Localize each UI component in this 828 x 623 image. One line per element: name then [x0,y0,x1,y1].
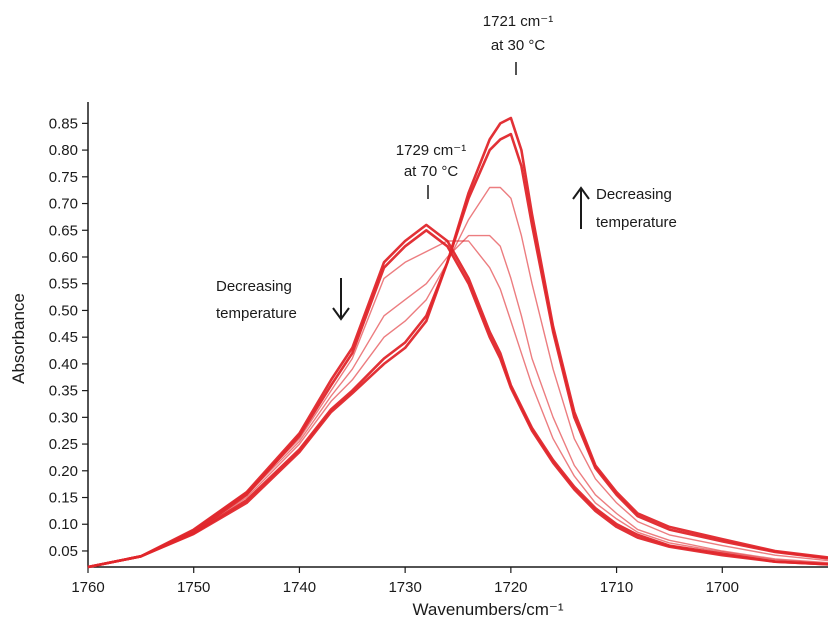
y-tick-label-3: 0.20 [49,463,78,480]
y-tick-label-6: 0.35 [49,383,78,400]
series-line-2 [87,240,828,568]
y-tick-label-11: 0.60 [49,249,78,266]
series-line-3 [87,234,828,568]
x-tick-label-5: 1710 [600,579,633,596]
x-tick-label-1: 1750 [177,579,210,596]
down-arrow-icon [332,278,350,321]
y-tick-label-16: 0.85 [49,115,78,132]
y-tick-label-14: 0.75 [49,169,78,186]
annotation-right-line2: temperature [596,214,677,231]
y-tick-label-9: 0.50 [49,302,78,319]
y-tick-label-15: 0.80 [49,142,78,159]
annotation-left-line2: temperature [216,305,297,322]
annotation-left-line1: Decreasing [216,278,292,295]
y-tick-label-1: 0.10 [49,516,78,533]
y-tick-label-2: 0.15 [49,490,78,507]
x-tick-label-3: 1730 [388,579,421,596]
annotation-right-line1: Decreasing [596,186,672,203]
x-tick-label-4: 1720 [494,579,527,596]
axes: 0.05 0.10 0.15 0.20 0.25 0.30 0.35 0.40 0.45 0.50… [9,102,828,619]
annotation-1729-line2: at 70 °C [404,163,459,180]
y-tick-label-7: 0.40 [49,356,78,373]
y-tick-label-12: 0.65 [49,222,78,239]
series-line-0 [87,223,828,569]
series-line-6 [87,116,828,569]
x-axis-title: Wavenumbers/cm⁻¹ [413,600,564,619]
series-line-4 [87,186,828,568]
annotation-1721-line1: 1721 cm⁻¹ [483,13,553,30]
x-tick-label-2: 1740 [283,579,316,596]
up-arrow-icon [572,186,590,229]
annotation-1721-line2: at 30 °C [491,37,546,54]
y-tick-label-13: 0.70 [49,196,78,213]
y-tick-label-8: 0.45 [49,329,78,346]
annotation-1729-line1: 1729 cm⁻¹ [396,142,466,159]
x-tick-label-6: 1700 [706,579,739,596]
x-tick-label-0: 1760 [71,579,104,596]
y-tick-label-0: 0.05 [49,543,78,560]
series-group [87,116,828,569]
y-axis-title: Absorbance [9,293,28,384]
y-tick-label-5: 0.30 [49,409,78,426]
y-tick-label-10: 0.55 [49,276,78,293]
series-line-1 [87,229,828,569]
y-tick-label-4: 0.25 [49,436,78,453]
annotations: 1721 cm⁻¹ at 30 °C 1729 cm⁻¹ at 70 °C De… [216,13,677,322]
series-line-5 [87,132,828,569]
